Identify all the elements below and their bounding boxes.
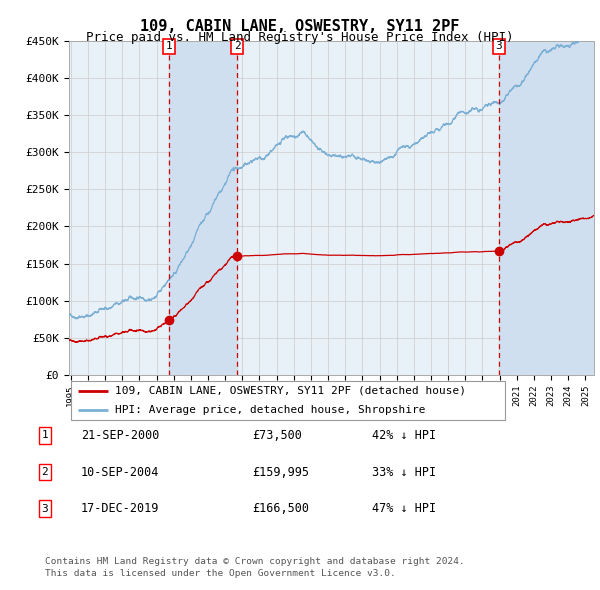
Text: 2: 2 (234, 41, 241, 51)
Text: Price paid vs. HM Land Registry's House Price Index (HPI): Price paid vs. HM Land Registry's House … (86, 31, 514, 44)
Text: 2: 2 (41, 467, 49, 477)
Text: This data is licensed under the Open Government Licence v3.0.: This data is licensed under the Open Gov… (45, 569, 396, 578)
Text: £73,500: £73,500 (252, 429, 302, 442)
Text: 3: 3 (41, 504, 49, 513)
Bar (499, 41, 594, 375)
Text: 17-DEC-2019: 17-DEC-2019 (81, 502, 160, 515)
Text: £159,995: £159,995 (252, 466, 309, 478)
Text: 1: 1 (41, 431, 49, 440)
Text: Contains HM Land Registry data © Crown copyright and database right 2024.: Contains HM Land Registry data © Crown c… (45, 557, 465, 566)
Text: HPI: Average price, detached house, Shropshire: HPI: Average price, detached house, Shro… (115, 405, 425, 415)
Text: 47% ↓ HPI: 47% ↓ HPI (372, 502, 436, 515)
Text: 109, CABIN LANE, OSWESTRY, SY11 2PF (detached house): 109, CABIN LANE, OSWESTRY, SY11 2PF (det… (115, 386, 466, 396)
Text: 42% ↓ HPI: 42% ↓ HPI (372, 429, 436, 442)
Bar (169, 41, 237, 375)
Text: 1: 1 (166, 41, 172, 51)
Text: 10-SEP-2004: 10-SEP-2004 (81, 466, 160, 478)
Text: 3: 3 (496, 41, 502, 51)
Text: 33% ↓ HPI: 33% ↓ HPI (372, 466, 436, 478)
Text: 21-SEP-2000: 21-SEP-2000 (81, 429, 160, 442)
Text: £166,500: £166,500 (252, 502, 309, 515)
Text: 109, CABIN LANE, OSWESTRY, SY11 2PF: 109, CABIN LANE, OSWESTRY, SY11 2PF (140, 19, 460, 34)
FancyBboxPatch shape (71, 381, 505, 420)
